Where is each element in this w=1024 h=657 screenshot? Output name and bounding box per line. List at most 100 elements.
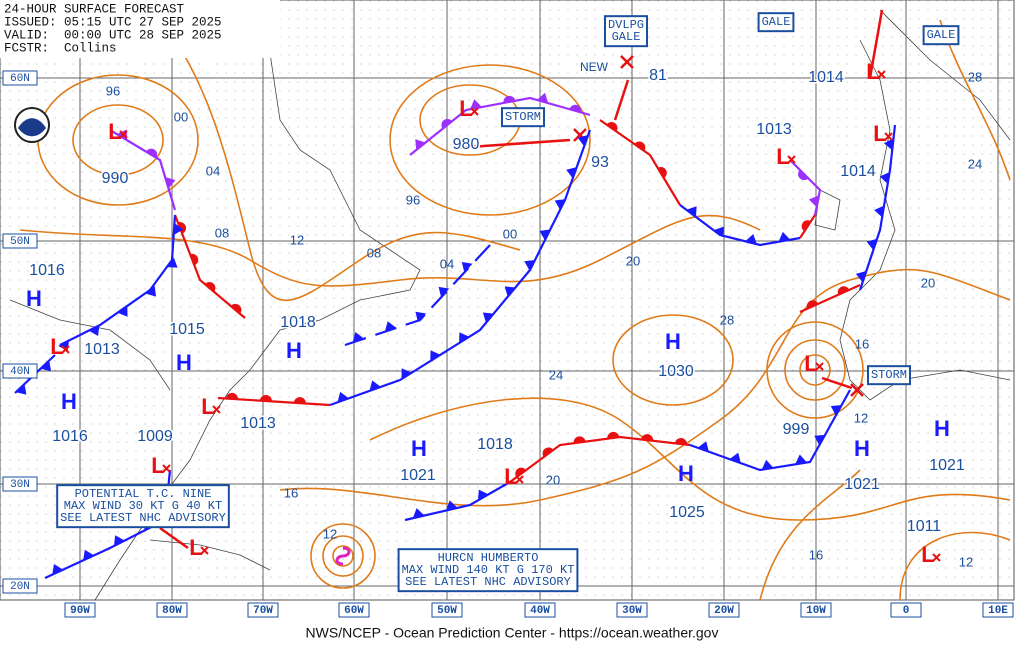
front-triangle [761, 459, 774, 470]
high-center: H [411, 436, 427, 461]
front-triangle [713, 226, 724, 238]
lat-label: 50N [10, 236, 30, 248]
low-center: L [50, 334, 63, 359]
low-center: L [804, 351, 817, 376]
front-triangle [729, 452, 741, 464]
notice-line: STORM [505, 110, 541, 124]
front-triangle [412, 508, 425, 519]
front-triangle [814, 434, 826, 446]
front-triangle [879, 172, 890, 184]
pressure-label: 1016 [29, 262, 65, 279]
front-semicircle [542, 447, 554, 458]
notice-box [397, 548, 579, 593]
high-center: H [665, 329, 681, 354]
pressure-label: 1014 [808, 69, 844, 86]
pressure-label: 1009 [137, 428, 173, 445]
pressure-label: 1011 [907, 518, 942, 535]
front-semicircle [225, 392, 238, 400]
low-x [877, 70, 886, 79]
isobar-label: 04 [440, 256, 454, 271]
front-triangle [539, 229, 551, 241]
low-x [470, 107, 479, 116]
lon-label: 80W [162, 605, 182, 617]
low-center: L [201, 394, 214, 419]
notice-box [866, 365, 912, 386]
front-triangle [117, 305, 128, 317]
lon-label: 10E [988, 605, 1008, 617]
pressure-label: 93 [591, 154, 609, 171]
notice-line: GALE [612, 30, 641, 44]
lon-label: 40W [530, 605, 550, 617]
front-semicircle [634, 141, 646, 151]
low-center: L [873, 121, 886, 146]
lon-label-box [431, 602, 463, 618]
front-triangle [524, 259, 536, 271]
front-semicircle [146, 148, 158, 158]
front-triangle [352, 332, 364, 343]
low-center: L [108, 119, 121, 144]
pressure-label: 81 [649, 67, 667, 84]
isobar-label: 28 [720, 312, 734, 327]
front-triangle [438, 286, 450, 298]
isobar-label: 24 [968, 156, 982, 171]
notice-box [603, 15, 649, 48]
pressure-label: 1015 [169, 321, 205, 338]
lon-label-box [247, 602, 279, 618]
front-semicircle [674, 437, 687, 445]
header-line: 24-HOUR SURFACE FORECAST [4, 2, 185, 16]
front-triangle [337, 391, 349, 403]
front-triangle [697, 441, 709, 452]
lon-label: 70W [253, 605, 273, 617]
front-triangle [855, 271, 867, 283]
pressure-label: 1013 [756, 121, 792, 138]
front-triangle [883, 138, 894, 151]
front-triangle [40, 360, 52, 372]
front-triangle [830, 405, 842, 416]
pressure-label: 1021 [929, 457, 965, 474]
front-triangle [83, 549, 95, 561]
front-semicircle [177, 222, 187, 234]
notice-box [922, 25, 960, 46]
low-x [815, 362, 824, 371]
low-x [212, 405, 221, 414]
pressure-label: 990 [102, 170, 129, 187]
front-triangle [504, 286, 516, 297]
footer: NWS/NCEP - Ocean Prediction Center - htt… [306, 625, 719, 641]
front-semicircle [259, 395, 272, 402]
low-x [162, 464, 171, 473]
lon-label-box [156, 602, 188, 618]
front-triangle [52, 563, 64, 575]
pressure-label: 1018 [280, 314, 316, 331]
high-center: H [934, 416, 950, 441]
isobar-label: 24 [549, 367, 563, 382]
isobar-label: 00 [503, 226, 517, 241]
isobar-label: 12 [290, 232, 304, 247]
notice-line: DVLPG [608, 18, 644, 32]
front-semicircle [515, 467, 527, 478]
front-triangle [478, 489, 489, 501]
header-line: ISSUED: 05:15 UTC 27 SEP 2025 [4, 15, 222, 29]
lon-label-box [616, 602, 648, 618]
high-center: H [26, 286, 42, 311]
front-triangle [430, 350, 441, 362]
front-triangle [145, 285, 157, 297]
notice-box [500, 107, 546, 128]
front-triangle [415, 311, 427, 323]
front-triangle [165, 176, 176, 189]
lat-label: 20N [10, 581, 30, 593]
lat-label-box [2, 233, 38, 249]
lon-label: 90W [70, 605, 90, 617]
lon-label-box [890, 602, 922, 618]
low-center: L [189, 535, 202, 560]
front-triangle [415, 139, 426, 150]
isobar-label: 12 [959, 554, 973, 569]
front-triangle [15, 383, 27, 395]
lat-label: 30N [10, 479, 30, 491]
lat-label: 40N [10, 366, 30, 378]
isobar-label: 96 [406, 192, 420, 207]
notice-line: SEE LATEST NHC ADVISORY [60, 511, 226, 525]
track-arrows [159, 9, 884, 550]
isobar-label: 08 [215, 225, 229, 240]
low-center: L [459, 96, 472, 121]
